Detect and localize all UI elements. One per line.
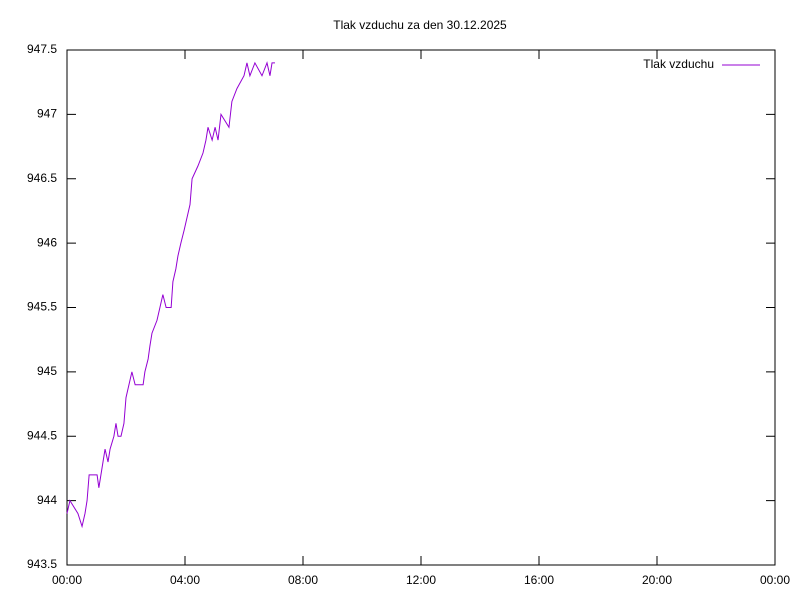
x-tick-label: 12:00 — [406, 573, 436, 587]
x-tick-label: 16:00 — [524, 573, 554, 587]
y-tick-label: 944.5 — [27, 428, 57, 442]
legend-label: Tlak vzduchu — [643, 57, 714, 71]
data-line — [66, 61, 275, 529]
x-tick-label: 04:00 — [170, 573, 200, 587]
y-tick-label: 944 — [37, 493, 57, 507]
y-tick-label: 946 — [37, 235, 57, 249]
y-tick-label: 947 — [37, 107, 57, 121]
y-tick-label: 945 — [37, 364, 57, 378]
x-tick-label: 00:00 — [52, 573, 82, 587]
y-tick-label: 947.5 — [27, 42, 57, 56]
chart-title: Tlak vzduchu za den 30.12.2025 — [333, 18, 507, 32]
x-tick-label: 00:00 — [760, 573, 790, 587]
y-tick-label: 943.5 — [27, 557, 57, 571]
y-tick-label: 945.5 — [27, 300, 57, 314]
x-tick-label: 20:00 — [642, 573, 672, 587]
x-tick-label: 08:00 — [288, 573, 318, 587]
y-tick-label: 946.5 — [27, 171, 57, 185]
